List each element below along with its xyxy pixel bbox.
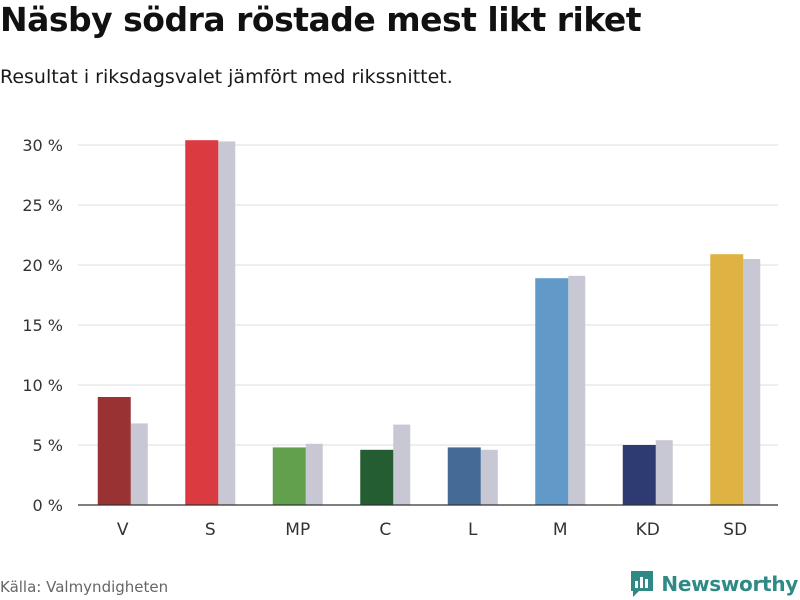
chart-title: Näsby södra röstade mest likt riket <box>0 0 642 39</box>
bar-nasby-sodra-s <box>185 140 219 505</box>
x-tick-label: S <box>205 520 216 540</box>
x-tick-label: C <box>379 520 391 540</box>
y-tick-label: 5 % <box>33 436 63 455</box>
y-tick-label: 25 % <box>22 196 63 215</box>
bar-rikssnitt-s <box>218 141 236 505</box>
bar-rikssnitt-kd <box>655 440 673 505</box>
y-tick-label: 0 % <box>33 496 63 515</box>
bar-nasby-sodra-c <box>360 449 394 505</box>
x-tick-label: M <box>553 520 568 540</box>
x-tick-label: L <box>468 520 478 540</box>
newsworthy-logo-icon <box>631 571 654 597</box>
x-tick-label: V <box>117 520 129 540</box>
bar-rikssnitt-l <box>480 449 498 505</box>
x-tick-label: MP <box>285 520 310 540</box>
y-tick-label: 10 % <box>22 376 63 395</box>
y-tick-label: 30 % <box>22 136 63 155</box>
bar-nasby-sodra-m <box>535 278 569 505</box>
x-tick-label: SD <box>723 520 747 540</box>
bar-rikssnitt-v <box>130 423 148 505</box>
bar-rikssnitt-mp <box>305 443 323 505</box>
bar-rikssnitt-sd <box>743 259 761 505</box>
bar-rikssnitt-c <box>393 424 411 505</box>
bar-nasby-sodra-sd <box>710 254 744 505</box>
bar-nasby-sodra-mp <box>272 447 306 505</box>
y-tick-label: 20 % <box>22 256 63 275</box>
bar-nasby-sodra-kd <box>622 445 656 505</box>
source-note: Källa: Valmyndigheten <box>0 578 169 596</box>
brand-logo: Newsworthy <box>629 569 798 599</box>
x-tick-label: KD <box>636 520 660 540</box>
brand-name: Newsworthy <box>661 572 798 596</box>
bar-nasby-sodra-l <box>447 447 481 505</box>
y-tick-label: 15 % <box>22 316 63 335</box>
bar-nasby-sodra-v <box>97 397 131 505</box>
chart-subtitle: Resultat i riksdagsvalet jämfört med rik… <box>0 66 453 88</box>
bar-rikssnitt-m <box>568 275 586 505</box>
